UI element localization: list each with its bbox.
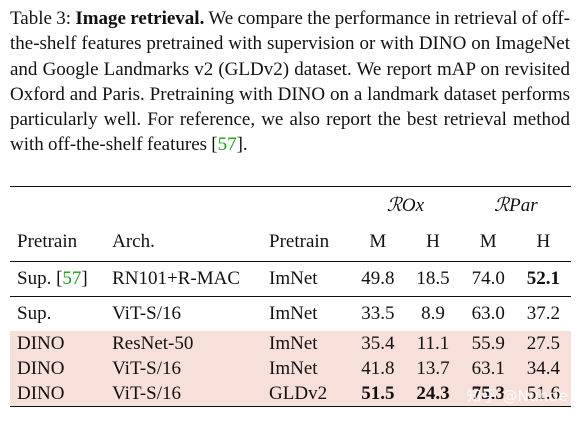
cell-par-m: 63.1 — [460, 356, 516, 381]
cell-ox-h: 8.9 — [421, 303, 445, 324]
col-header-dataset: Pretrain — [269, 231, 330, 252]
cell-dataset: ImNet — [269, 268, 318, 289]
caption-cite-open: [ — [211, 134, 218, 156]
cell-par-m: 55.9 — [460, 331, 516, 356]
caption-title: Image retrieval. — [75, 8, 205, 29]
cell-pretrain: DINO — [10, 331, 113, 356]
group-header-rox: ℛOx — [386, 194, 425, 216]
cell-par-m: 63.0 — [471, 303, 505, 324]
cell-pretrain: DINO — [10, 381, 113, 407]
caption-cite-close: ]. — [236, 134, 248, 156]
cell-pretrain-text: Sup. — [17, 268, 52, 289]
cell-ox-m: 35.4 — [350, 331, 406, 356]
col-header-par-h: H — [536, 231, 551, 252]
row-citation-link[interactable]: 57 — [62, 268, 82, 289]
cell-dataset: ImNet — [269, 303, 318, 324]
cell-par-m: 74.0 — [471, 268, 505, 289]
cell-ox-m: 33.5 — [361, 303, 395, 324]
caption-label: Table 3: — [10, 8, 72, 29]
table-caption: Table 3: Image retrieval. We compare the… — [10, 6, 570, 158]
table-row: DINO ResNet-50 ImNet 35.4 11.1 55.9 27.5 — [10, 331, 571, 356]
cell-par-h: 52.1 — [526, 268, 561, 289]
cell-par-h: 37.2 — [526, 303, 561, 324]
caption-text: We compare the performance in retrieval … — [10, 8, 570, 156]
cell-par-h: 27.5 — [515, 331, 571, 356]
cell-arch: ViT-S/16 — [112, 356, 270, 381]
cell-ox-m: 49.8 — [361, 268, 395, 289]
col-header-ox-h: H — [426, 231, 440, 252]
cell-ox-h: 24.3 — [405, 381, 461, 407]
cell-arch: RN101+R-MAC — [112, 268, 240, 289]
cell-ox-h: 18.5 — [416, 268, 450, 289]
cell-arch: ViT-S/16 — [112, 303, 181, 324]
cell-pretrain: Sup. [57] — [17, 268, 88, 289]
cell-ox-m: 51.5 — [350, 381, 406, 407]
cell-arch: ResNet-50 — [112, 331, 270, 356]
cell-pretrain: Sup. — [17, 303, 52, 324]
retrieval-results-table: ℛOx ℛPar Pretrain Arch. Pretrain M H M H… — [10, 186, 571, 407]
cell-ox-m: 41.8 — [350, 356, 406, 381]
cell-dataset: GLDv2 — [269, 381, 351, 407]
cell-ox-h: 13.7 — [405, 356, 461, 381]
cell-par-m: 75.3 — [460, 381, 516, 407]
cell-arch: ViT-S/16 — [112, 381, 270, 407]
cell-pretrain: DINO — [10, 356, 113, 381]
col-header-pretrain: Pretrain — [17, 231, 78, 252]
table-row: Sup. ViT-S/16 ImNet 33.5 8.9 63.0 37.2 — [10, 296, 571, 332]
watermark: 知乎 @Nuhde — [466, 387, 568, 405]
cell-ox-h: 11.1 — [405, 331, 461, 356]
col-header-par-m: M — [479, 231, 497, 252]
cell-par-h: 34.4 — [515, 356, 571, 381]
cell-par-h: 51.6 — [515, 381, 571, 407]
cell-dataset: ImNet — [269, 356, 351, 381]
cell-dataset: ImNet — [269, 331, 351, 356]
table-row: DINO ViT-S/16 GLDv2 51.5 24.3 75.3 51.6 — [10, 381, 571, 407]
group-header-row: ℛOx ℛPar — [10, 186, 571, 224]
table-row: DINO ViT-S/16 ImNet 41.8 13.7 63.1 34.4 — [10, 356, 571, 381]
group-header-rpar: ℛPar — [493, 194, 538, 216]
column-header-row: Pretrain Arch. Pretrain M H M H — [10, 223, 571, 262]
col-header-arch: Arch. — [112, 231, 155, 252]
table-row: Sup. [57] RN101+R-MAC ImNet 49.8 18.5 74… — [10, 261, 571, 297]
caption-citation-link[interactable]: 57 — [217, 134, 237, 156]
col-header-ox-m: M — [369, 231, 387, 252]
